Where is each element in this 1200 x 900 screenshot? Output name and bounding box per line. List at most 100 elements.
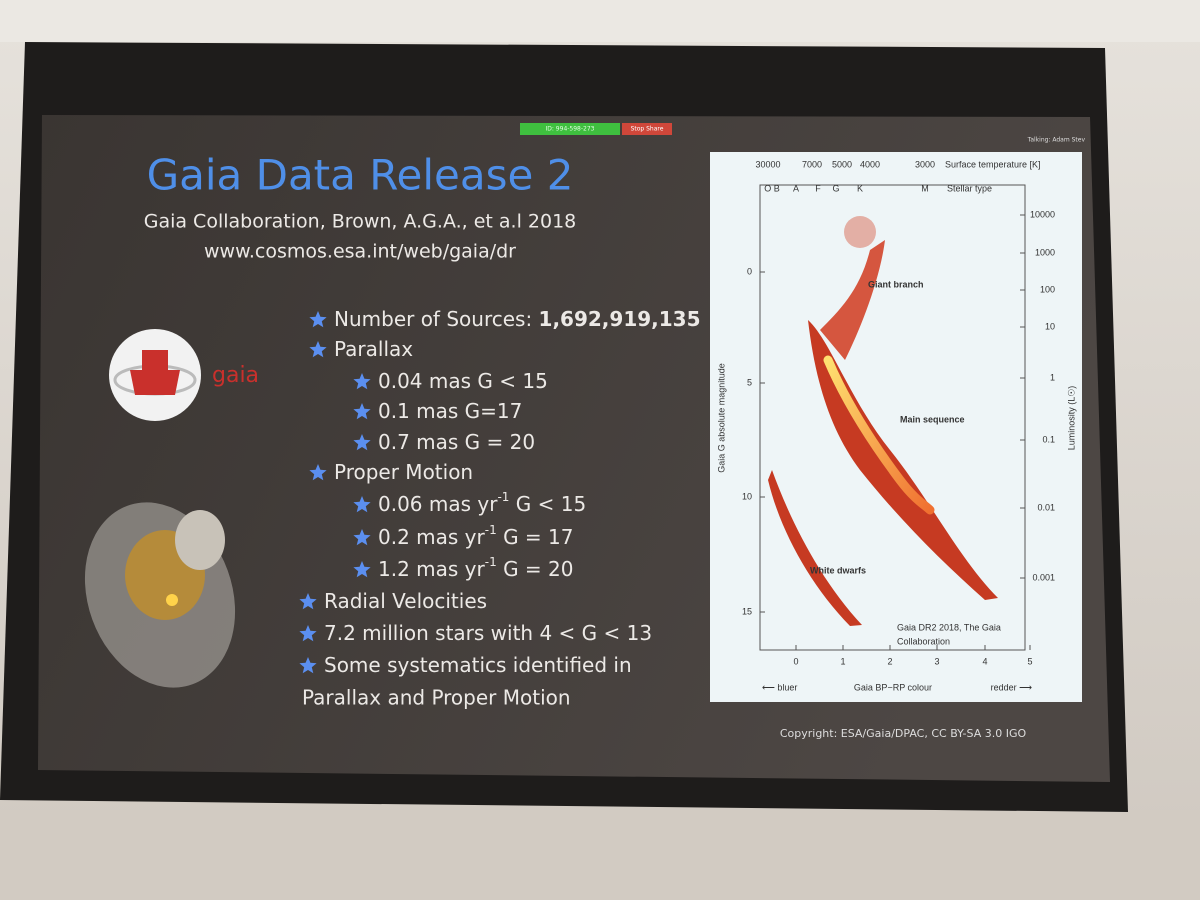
bullet: 7.2 million stars with 4 < G < 13	[324, 621, 652, 645]
top-tick-label: 4000	[860, 159, 880, 169]
bullet: Number of Sources: 1,692,919,135	[334, 307, 701, 331]
bullet-star	[353, 561, 371, 578]
ceiling	[0, 0, 1200, 42]
redder-label: redder ⟶	[991, 682, 1033, 692]
bullet-continuation: Parallax and Proper Motion	[302, 686, 571, 710]
bullet-text: Proper Motion	[334, 460, 473, 484]
stellar-type: M	[921, 183, 929, 193]
stellar-type: K	[857, 183, 863, 193]
bullet-text: 7.2 million stars with 4 < G < 13	[324, 621, 652, 645]
stellar-type: F	[815, 183, 821, 193]
meeting-id: ID: 994-598-273	[545, 126, 594, 133]
bullet-text: Radial Velocities	[324, 589, 487, 613]
right-tick-label: 100	[1040, 284, 1055, 294]
top-tick-label: 30000	[755, 159, 780, 169]
stellar-type-label: Stellar type	[947, 183, 992, 193]
right-tick-label: 0.001	[1032, 572, 1055, 582]
giant-branch-label: Giant branch	[868, 279, 924, 289]
top-axis-label: Surface temperature [K]	[945, 159, 1041, 169]
right-tick-label: 0.1	[1042, 434, 1055, 444]
top-tick-label: 5000	[832, 159, 852, 169]
copyright: Copyright: ESA/Gaia/DPAC, CC BY-SA 3.0 I…	[780, 727, 1027, 740]
url: www.cosmos.esa.int/web/gaia/dr	[204, 241, 516, 263]
spacecraft	[84, 502, 236, 688]
bullet: 0.7 mas G = 20	[378, 430, 535, 454]
floor-wall	[0, 810, 1200, 900]
bottom-tick-label: 4	[982, 656, 987, 666]
hr-diagram	[710, 152, 1082, 702]
stellar-type: A	[793, 183, 799, 193]
left-tick-label: 5	[747, 377, 752, 387]
bullet: 0.04 mas G < 15	[378, 369, 548, 393]
bottom-axis-label: Gaia BP−RP colour	[854, 682, 932, 692]
bullet-star	[309, 311, 327, 328]
right-axis-label: Luminosity (L☉)	[1066, 386, 1076, 451]
left-axis-label: Gaia G absolute magnitude	[716, 363, 726, 473]
bullet-star	[299, 593, 317, 610]
bullet-list: Number of Sources: 1,692,919,135 Parallax…	[299, 307, 701, 710]
hr-labels: 30000 7000 5000 4000 3000 Surface temperature…	[716, 159, 1076, 692]
bullet-text: 0.04 mas G < 15	[378, 369, 548, 393]
bullet-text: Number of Sources:	[334, 307, 539, 331]
left-tick-label: 0	[747, 266, 752, 276]
bullet: Parallax	[334, 337, 413, 361]
talking: Talking: Adam Stev	[1027, 137, 1086, 144]
bullet-sup: -1	[497, 490, 509, 504]
bullet-star	[299, 657, 317, 674]
bullet-tail: G = 17	[497, 525, 574, 549]
left-tick-label: 15	[742, 606, 752, 616]
top-tick-label: 3000	[915, 159, 935, 169]
slide-title: Gaia Data Release 2	[147, 151, 574, 200]
gaia-logo: gaia	[109, 329, 259, 421]
credit-line: Collaboration	[897, 636, 950, 646]
right-tick-label: 0.01	[1037, 502, 1055, 512]
main-sequence-label: Main sequence	[900, 414, 965, 424]
bullet-sup: -1	[485, 555, 497, 569]
logo-text: gaia	[212, 363, 259, 388]
bottom-tick-label: 3	[934, 656, 939, 666]
bullet-sup: -1	[485, 523, 497, 537]
top-tick-label: 7000	[802, 159, 822, 169]
bullet-text: 0.2 mas yr	[378, 525, 486, 549]
bullet-star	[353, 496, 371, 513]
right-tick-label: 1000	[1035, 247, 1055, 257]
bullet-star	[309, 341, 327, 358]
bullet-star	[353, 373, 371, 390]
right-tick-label: 10000	[1030, 209, 1055, 219]
bullet: 0.1 mas G=17	[378, 399, 522, 423]
bottom-tick-label: 0	[793, 656, 798, 666]
bullet: 1.2 mas yr-1 G = 20	[378, 555, 574, 581]
zoom-id-bar	[520, 123, 620, 135]
stop-share-button[interactable]	[622, 123, 672, 135]
bullet-tail: G < 15	[509, 492, 586, 516]
white-dwarfs-label: White dwarfs	[810, 565, 866, 575]
bottom-tick-label: 1	[840, 656, 845, 666]
right-tick-label: 10	[1045, 321, 1055, 331]
hr-density	[768, 216, 998, 626]
bullet: Some systematics identified in	[324, 653, 632, 677]
bullet-text: 0.1 mas G=17	[378, 399, 522, 423]
bullet-text: 0.06 mas yr	[378, 492, 498, 516]
stellar-type: G	[832, 183, 839, 193]
right-tick-label: 1	[1050, 372, 1055, 382]
bullet-text: Some systematics identified in	[324, 653, 632, 677]
bullet: 0.2 mas yr-1 G = 17	[378, 523, 574, 549]
bullet-text: 0.7 mas G = 20	[378, 430, 535, 454]
bullet-star	[309, 464, 327, 481]
bullet-star	[353, 529, 371, 546]
stop-share[interactable]: Stop Share	[631, 126, 664, 133]
bullet-text: Parallax	[334, 337, 413, 361]
bullet-star	[299, 625, 317, 642]
bullet-star	[353, 434, 371, 451]
bullet-text: 1.2 mas yr	[378, 557, 486, 581]
bullet-tail: G = 20	[497, 557, 574, 581]
bullet-bold: 1,692,919,135	[539, 307, 701, 331]
citation: Gaia Collaboration, Brown, A.G.A., et a.…	[144, 211, 577, 233]
plot-frame	[759, 184, 1026, 651]
stellar-type: O B	[764, 183, 780, 193]
bluer-label: ⟵ bluer	[762, 682, 797, 692]
bullet: 0.06 mas yr-1 G < 15	[378, 490, 586, 516]
bullet-star	[353, 403, 371, 420]
